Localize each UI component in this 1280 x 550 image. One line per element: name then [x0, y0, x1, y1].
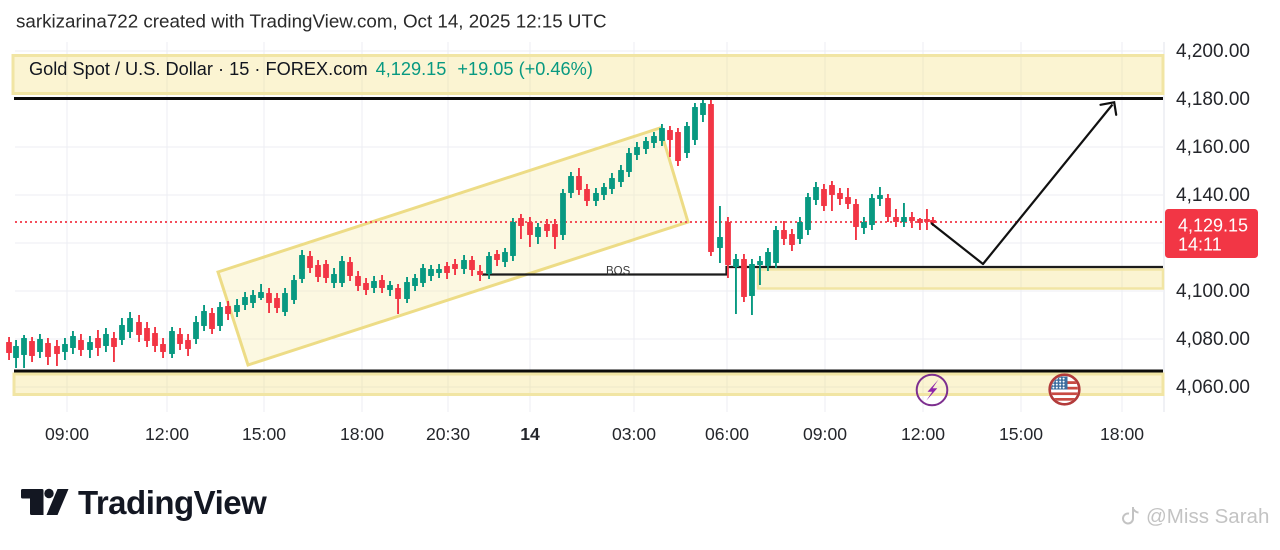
- svg-text:14: 14: [520, 424, 540, 444]
- svg-text:09:00: 09:00: [803, 424, 847, 444]
- svg-text:15:00: 15:00: [999, 424, 1043, 444]
- svg-text:4,129.15: 4,129.15: [1178, 216, 1248, 236]
- svg-text:18:00: 18:00: [1100, 424, 1144, 444]
- svg-text:20:30: 20:30: [426, 424, 470, 444]
- svg-text:4,080.00: 4,080.00: [1176, 329, 1250, 350]
- svg-text:BOS: BOS: [606, 266, 631, 278]
- svg-text:4,200.00: 4,200.00: [1176, 41, 1250, 62]
- svg-text:4,180.00: 4,180.00: [1176, 89, 1250, 110]
- svg-text:4,160.00: 4,160.00: [1176, 137, 1250, 158]
- svg-text:@Miss Sarah: @Miss Sarah: [1146, 505, 1269, 528]
- svg-text:18:00: 18:00: [340, 424, 384, 444]
- svg-text:TradingView: TradingView: [78, 484, 267, 521]
- svg-text:sarkizarina722 created with Tr: sarkizarina722 created with TradingView.…: [16, 11, 607, 32]
- svg-text:4,100.00: 4,100.00: [1176, 281, 1250, 302]
- svg-text:4,060.00: 4,060.00: [1176, 377, 1250, 398]
- svg-text:06:00: 06:00: [705, 424, 749, 444]
- svg-text:14:11: 14:11: [1178, 235, 1222, 255]
- svg-text:15:00: 15:00: [242, 424, 286, 444]
- svg-text:09:00: 09:00: [45, 424, 89, 444]
- svg-text:4,140.00: 4,140.00: [1176, 185, 1250, 206]
- svg-text:12:00: 12:00: [145, 424, 189, 444]
- svg-text:12:00: 12:00: [901, 424, 945, 444]
- svg-text:03:00: 03:00: [612, 424, 656, 444]
- svg-text:Gold Spot / U.S. Dollar · 15 ·: Gold Spot / U.S. Dollar · 15 · FOREX.com…: [29, 59, 593, 79]
